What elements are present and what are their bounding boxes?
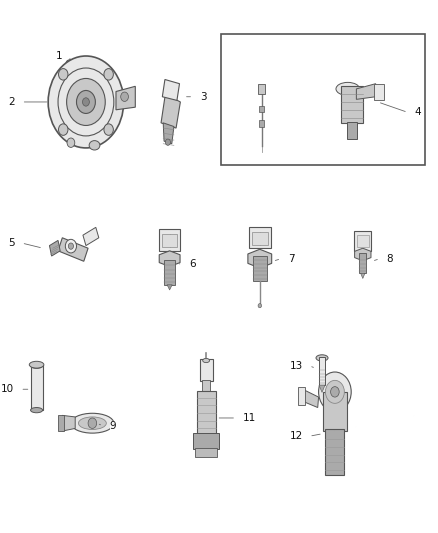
Bar xyxy=(259,106,265,112)
Bar xyxy=(319,357,325,385)
Text: 3: 3 xyxy=(200,92,206,102)
Bar xyxy=(359,254,366,273)
Circle shape xyxy=(325,381,344,403)
Circle shape xyxy=(67,78,105,125)
Ellipse shape xyxy=(336,83,360,95)
Text: 9: 9 xyxy=(110,421,116,431)
Ellipse shape xyxy=(78,417,106,430)
Bar xyxy=(68,63,74,81)
Bar xyxy=(298,386,305,405)
Bar xyxy=(193,433,219,449)
Text: 5: 5 xyxy=(8,238,15,248)
Text: 4: 4 xyxy=(414,108,421,117)
Circle shape xyxy=(121,92,128,101)
Ellipse shape xyxy=(71,413,114,433)
Text: 2: 2 xyxy=(8,97,15,107)
Polygon shape xyxy=(248,249,272,268)
Circle shape xyxy=(258,304,261,308)
Polygon shape xyxy=(116,86,135,110)
Bar xyxy=(341,86,363,123)
Bar xyxy=(202,381,210,392)
Circle shape xyxy=(59,69,68,80)
Polygon shape xyxy=(301,389,318,408)
Polygon shape xyxy=(58,238,88,261)
Circle shape xyxy=(331,386,339,397)
Polygon shape xyxy=(62,415,75,431)
Ellipse shape xyxy=(31,363,42,368)
Polygon shape xyxy=(167,285,172,290)
Circle shape xyxy=(77,91,95,114)
Circle shape xyxy=(166,139,170,146)
Circle shape xyxy=(59,124,68,135)
Ellipse shape xyxy=(203,358,209,362)
Bar xyxy=(259,120,265,126)
Circle shape xyxy=(104,69,113,80)
Text: 6: 6 xyxy=(189,259,196,269)
Circle shape xyxy=(104,124,113,135)
Ellipse shape xyxy=(89,141,100,150)
Bar xyxy=(347,122,357,139)
Bar xyxy=(374,84,384,100)
Bar xyxy=(249,228,271,248)
Bar xyxy=(325,430,344,475)
Polygon shape xyxy=(355,248,371,261)
Bar xyxy=(252,231,268,245)
Ellipse shape xyxy=(31,408,42,413)
Circle shape xyxy=(68,243,74,249)
Bar xyxy=(354,231,371,251)
Polygon shape xyxy=(159,251,180,266)
Text: 8: 8 xyxy=(386,254,393,264)
Bar xyxy=(31,365,42,410)
Bar xyxy=(253,256,267,281)
Bar xyxy=(162,233,177,247)
Bar xyxy=(195,448,217,457)
Polygon shape xyxy=(319,385,325,392)
Text: 12: 12 xyxy=(290,431,303,441)
Circle shape xyxy=(48,56,124,148)
Text: 1: 1 xyxy=(56,51,62,61)
Text: 7: 7 xyxy=(288,254,294,264)
Polygon shape xyxy=(83,227,99,246)
Bar xyxy=(200,359,212,382)
Text: 10: 10 xyxy=(1,384,14,394)
Bar xyxy=(159,229,180,251)
Ellipse shape xyxy=(29,361,44,368)
Text: 13: 13 xyxy=(290,361,303,371)
Polygon shape xyxy=(162,79,180,100)
Bar xyxy=(323,392,347,431)
Circle shape xyxy=(67,138,75,148)
Polygon shape xyxy=(163,123,174,144)
Polygon shape xyxy=(49,240,60,256)
Text: 11: 11 xyxy=(243,413,256,423)
Polygon shape xyxy=(161,94,180,128)
Bar xyxy=(357,235,369,247)
Polygon shape xyxy=(357,84,376,99)
Ellipse shape xyxy=(316,355,328,361)
Circle shape xyxy=(65,239,77,253)
Circle shape xyxy=(88,418,97,429)
Bar xyxy=(221,34,425,165)
Circle shape xyxy=(318,372,351,411)
Bar xyxy=(165,260,175,285)
Ellipse shape xyxy=(66,60,76,66)
Bar xyxy=(197,391,215,434)
Bar xyxy=(58,415,64,431)
Circle shape xyxy=(82,98,89,106)
Bar xyxy=(258,84,265,94)
Polygon shape xyxy=(360,273,365,279)
